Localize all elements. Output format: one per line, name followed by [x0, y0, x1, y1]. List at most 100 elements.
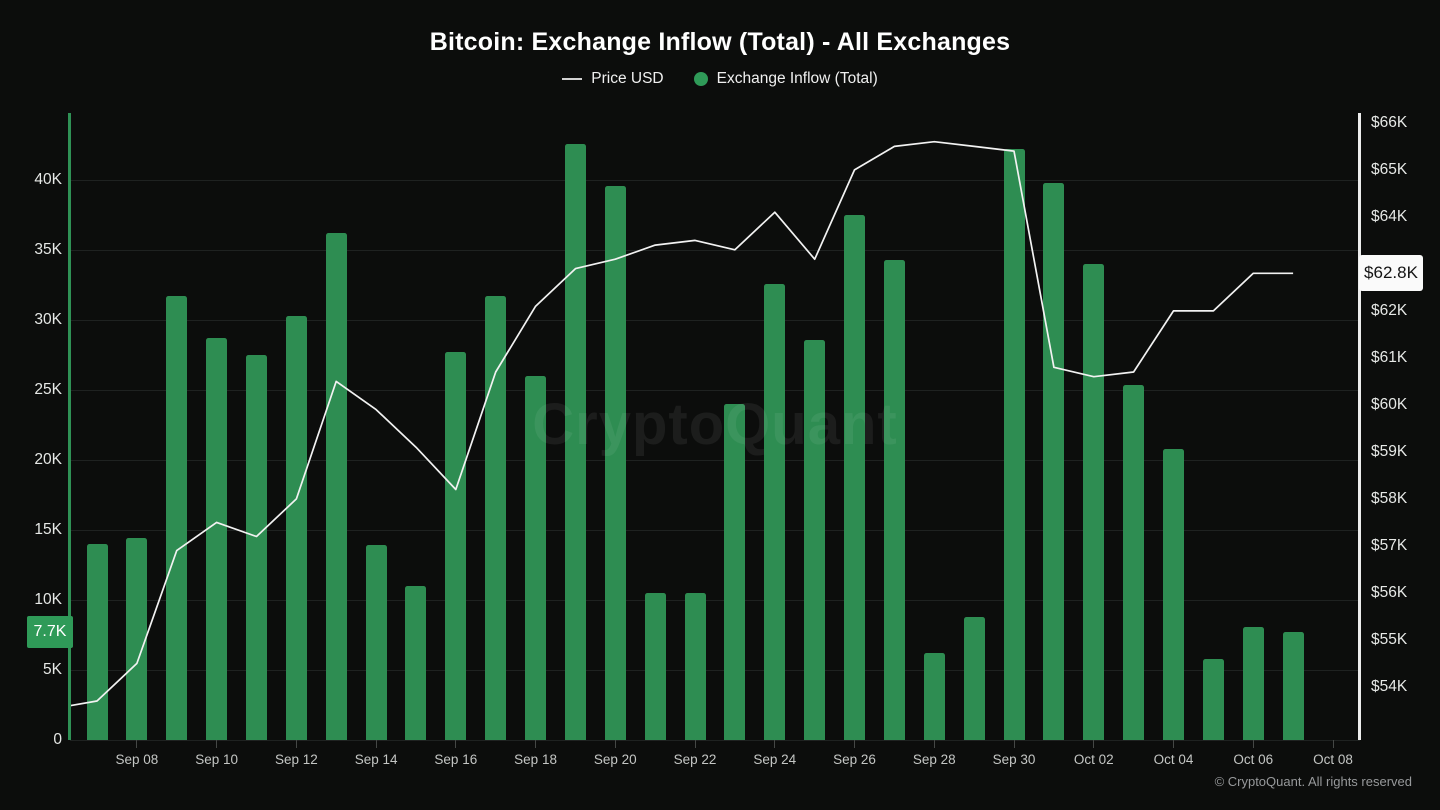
- x-tick-sep-22: [694, 740, 696, 748]
- inflow-bar-sep-27[interactable]: [883, 259, 905, 740]
- x-label-sep-24: Sep 24: [753, 752, 797, 767]
- x-tick-sep-24: [774, 740, 776, 748]
- copyright-notice: © CryptoQuant. All rights reserved: [1214, 774, 1412, 789]
- left-axis-tick-25k: 25K: [34, 381, 62, 399]
- x-tick-oct-08: [1332, 740, 1334, 748]
- plot-area[interactable]: CryptoQuant: [69, 113, 1360, 741]
- left-axis-tick-0: 0: [53, 731, 62, 748]
- x-tick-sep-08: [136, 740, 138, 748]
- inflow-bar-sep-17[interactable]: [485, 296, 507, 740]
- right-axis-tick-62k: $62K: [1371, 301, 1408, 319]
- x-label-oct-04: Oct 04: [1153, 752, 1194, 767]
- inflow-bar-sep-07[interactable]: [86, 544, 108, 740]
- inflow-bar-sep-08[interactable]: [126, 538, 148, 740]
- x-label-sep-08: Sep 08: [115, 752, 159, 767]
- right-axis-tick-55k: $55K: [1371, 630, 1408, 648]
- inflow-bar-sep-26[interactable]: [844, 215, 866, 740]
- right-axis-tick-60k: $60K: [1371, 395, 1408, 413]
- x-tick-sep-16: [455, 740, 457, 748]
- price-current-value-badge: $62.8K: [1359, 255, 1423, 292]
- legend: Price USD Exchange Inflow (Total): [0, 70, 1440, 88]
- right-axis-tick-64k: $64K: [1371, 207, 1408, 225]
- x-label-sep-26: Sep 26: [833, 752, 876, 767]
- x-tick-sep-10: [216, 740, 218, 748]
- price-line-swatch-icon: [562, 78, 583, 80]
- legend-label-exchange-inflow: Exchange Inflow (Total): [716, 70, 878, 87]
- inflow-bar-sep-20[interactable]: [604, 185, 626, 740]
- left-axis-tick-40k: 40K: [34, 171, 62, 189]
- inflow-current-value-badge: 7.7K: [27, 616, 73, 649]
- inflow-bar-sep-24[interactable]: [764, 283, 786, 740]
- right-axis-tick-66k: $66K: [1371, 113, 1408, 131]
- x-label-sep-16: Sep 16: [434, 752, 478, 767]
- price-line-layer: [69, 140, 1294, 707]
- inflow-bar-oct-05[interactable]: [1202, 658, 1224, 740]
- right-axis-tick-61k: $61K: [1371, 348, 1408, 366]
- right-axis-tick-59k: $59K: [1371, 442, 1408, 460]
- gridline-25k: [70, 389, 1360, 391]
- right-axis-tick-54k: $54K: [1371, 677, 1408, 695]
- inflow-bar-sep-19[interactable]: [564, 143, 586, 740]
- left-axis-line: [68, 113, 71, 740]
- inflow-bar-sep-25[interactable]: [804, 339, 826, 740]
- inflow-bar-sep-30[interactable]: [1003, 149, 1025, 740]
- gridline-10k: [70, 599, 1360, 601]
- x-tick-sep-26: [854, 740, 856, 748]
- inflow-bar-sep-23[interactable]: [724, 404, 746, 740]
- left-axis-tick-30k: 30K: [34, 311, 62, 329]
- inflow-bar-sep-28[interactable]: [923, 653, 945, 740]
- x-tick-sep-20: [614, 740, 616, 748]
- inflow-bar-sep-16[interactable]: [445, 352, 467, 740]
- x-label-oct-08: Oct 08: [1313, 752, 1353, 767]
- x-tick-oct-02: [1093, 740, 1095, 748]
- inflow-bar-oct-03[interactable]: [1123, 384, 1145, 740]
- x-label-oct-06: Oct 06: [1233, 752, 1274, 767]
- x-label-sep-28: Sep 28: [912, 752, 956, 767]
- inflow-bar-oct-01[interactable]: [1043, 182, 1065, 740]
- gridline-15k: [70, 529, 1360, 531]
- inflow-bar-oct-06[interactable]: [1242, 626, 1264, 740]
- gridline-20k: [70, 459, 1360, 461]
- gridline-30k: [70, 319, 1360, 321]
- inflow-bar-oct-07[interactable]: [1282, 632, 1304, 740]
- x-tick-sep-30: [1013, 740, 1015, 748]
- inflow-bar-sep-14[interactable]: [365, 545, 387, 740]
- inflow-bar-sep-10[interactable]: [206, 338, 228, 740]
- inflow-bar-oct-04[interactable]: [1163, 448, 1185, 740]
- x-tick-sep-12: [295, 740, 297, 748]
- gridline-35k: [70, 249, 1360, 251]
- x-label-sep-18: Sep 18: [514, 752, 557, 767]
- x-label-sep-12: Sep 12: [274, 752, 318, 767]
- right-axis-tick-57k: $57K: [1371, 536, 1408, 554]
- x-label-sep-22: Sep 22: [673, 752, 717, 767]
- left-axis-tick-5k: 5K: [43, 661, 62, 679]
- right-axis-tick-56k: $56K: [1371, 583, 1408, 601]
- legend-item-price-usd[interactable]: Price USD: [562, 70, 664, 88]
- price-usd-line: [69, 140, 1294, 707]
- inflow-bar-sep-15[interactable]: [405, 586, 427, 740]
- inflow-bar-sep-18[interactable]: [525, 376, 547, 740]
- x-tick-sep-28: [933, 740, 935, 748]
- inflow-bar-sep-09[interactable]: [166, 296, 188, 740]
- right-axis-line: [1358, 113, 1361, 740]
- legend-item-exchange-inflow[interactable]: Exchange Inflow (Total): [693, 70, 878, 88]
- inflow-bar-sep-29[interactable]: [963, 616, 985, 740]
- inflow-bar-oct-02[interactable]: [1083, 264, 1105, 740]
- left-axis-tick-15k: 15K: [34, 521, 62, 539]
- left-axis-tick-20k: 20K: [34, 451, 62, 469]
- x-tick-oct-04: [1173, 740, 1175, 748]
- inflow-bar-sep-12[interactable]: [285, 315, 307, 740]
- inflow-bar-sep-22[interactable]: [684, 593, 706, 740]
- gridline-0k: [70, 739, 1360, 741]
- x-label-sep-20: Sep 20: [593, 752, 637, 767]
- inflow-bar-sep-21[interactable]: [644, 593, 666, 740]
- x-tick-sep-14: [375, 740, 377, 748]
- inflow-dot-swatch-icon: [693, 72, 708, 86]
- legend-label-price-usd: Price USD: [591, 70, 664, 87]
- x-label-oct-02: Oct 02: [1073, 752, 1114, 767]
- left-axis-tick-35k: 35K: [34, 241, 62, 259]
- x-tick-oct-06: [1252, 740, 1254, 748]
- inflow-bar-sep-13[interactable]: [325, 233, 347, 740]
- inflow-bar-sep-11[interactable]: [245, 355, 267, 740]
